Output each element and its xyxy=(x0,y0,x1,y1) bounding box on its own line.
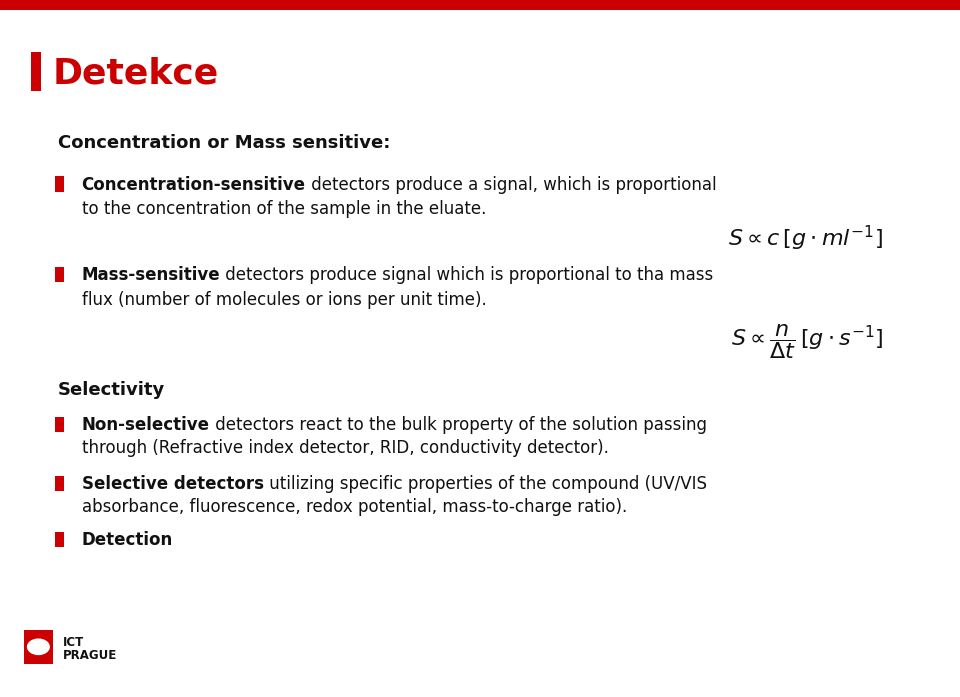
Text: Selective detectors: Selective detectors xyxy=(82,475,264,493)
Bar xyxy=(55,176,64,192)
Text: absorbance, fluorescence, redox potential, mass-to-charge ratio).: absorbance, fluorescence, redox potentia… xyxy=(82,498,627,516)
Text: Non-selective: Non-selective xyxy=(82,416,209,434)
Circle shape xyxy=(27,638,50,655)
Text: Selectivity: Selectivity xyxy=(58,381,165,399)
Bar xyxy=(24,630,53,664)
Text: detectors react to the bulk property of the solution passing: detectors react to the bulk property of … xyxy=(209,416,707,434)
Text: to the concentration of the sample in the eluate.: to the concentration of the sample in th… xyxy=(82,200,486,218)
Text: Mass-sensitive: Mass-sensitive xyxy=(82,266,220,284)
Text: $S \propto \dfrac{n}{\Delta t} \, [g \cdot s^{-1}]$: $S \propto \dfrac{n}{\Delta t} \, [g \cd… xyxy=(731,322,883,361)
Bar xyxy=(55,532,64,547)
Text: Detection: Detection xyxy=(82,531,173,549)
Text: $S \propto c \, [g \cdot ml^{-1}]$: $S \propto c \, [g \cdot ml^{-1}]$ xyxy=(729,224,883,253)
Bar xyxy=(55,417,64,432)
Text: detectors produce signal which is proportional to tha mass: detectors produce signal which is propor… xyxy=(220,266,713,284)
Text: through (Refractive index detector, RID, conductivity detector).: through (Refractive index detector, RID,… xyxy=(82,439,609,457)
Text: Detekce: Detekce xyxy=(53,56,219,90)
Text: flux (number of molecules or ions per unit time).: flux (number of molecules or ions per un… xyxy=(82,291,487,309)
Text: Concentration-sensitive: Concentration-sensitive xyxy=(82,176,305,194)
Bar xyxy=(55,476,64,491)
Text: detectors produce a signal, which is proportional: detectors produce a signal, which is pro… xyxy=(305,176,716,194)
Text: PRAGUE: PRAGUE xyxy=(62,649,117,661)
Bar xyxy=(31,52,41,91)
Text: Concentration or Mass sensitive:: Concentration or Mass sensitive: xyxy=(58,134,390,152)
Bar xyxy=(55,267,64,282)
Text: ICT: ICT xyxy=(62,636,84,649)
Bar xyxy=(0,0,960,10)
Text: utilizing specific properties of the compound (UV/VIS: utilizing specific properties of the com… xyxy=(264,475,707,493)
